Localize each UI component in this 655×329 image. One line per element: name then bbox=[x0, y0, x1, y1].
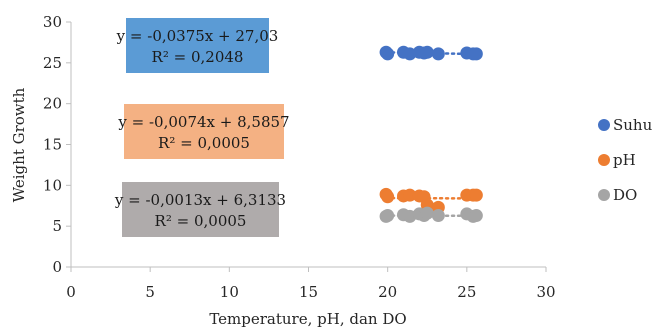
x-axis-title: Temperature, pH, dan DO bbox=[209, 310, 406, 328]
data-point-ph bbox=[403, 188, 417, 202]
legend-label-ph: pH bbox=[613, 151, 636, 169]
trendline-equations: y = -0,0375x + 27,03 R² = 0,2048 y = -0,00… bbox=[114, 18, 290, 237]
x-tick-label: 0 bbox=[66, 283, 76, 301]
data-point-ph bbox=[381, 190, 395, 204]
x-tick-label: 15 bbox=[299, 283, 318, 301]
data-points bbox=[379, 45, 483, 223]
y-tick-label: 25 bbox=[43, 54, 62, 72]
data-point-do bbox=[469, 209, 483, 223]
equation-box-do bbox=[122, 182, 279, 237]
trendline-equation: y = -0,0375x + 27,03 bbox=[116, 27, 279, 45]
y-tick-label: 0 bbox=[52, 258, 62, 276]
data-point-ph bbox=[469, 188, 483, 202]
data-point-do bbox=[431, 209, 445, 223]
equation-box-ph bbox=[124, 104, 284, 159]
r-squared-label: R² = 0,0005 bbox=[155, 212, 247, 230]
y-tick-label: 30 bbox=[43, 13, 62, 31]
r-squared-label: R² = 0,2048 bbox=[152, 48, 244, 66]
data-point-do bbox=[420, 206, 434, 220]
legend-marker-do bbox=[598, 189, 610, 201]
data-point-suhu bbox=[381, 47, 395, 61]
y-axis-title: Weight Growth bbox=[10, 87, 28, 202]
x-tick-label: 25 bbox=[457, 283, 476, 301]
data-point-do bbox=[381, 209, 395, 223]
x-tick-label: 30 bbox=[536, 283, 555, 301]
legend-marker-suhu bbox=[598, 119, 610, 131]
legend-label-do: DO bbox=[613, 186, 637, 204]
legend: Suhu pH DO bbox=[598, 116, 653, 204]
y-tick-label: 5 bbox=[52, 217, 62, 235]
x-tick-label: 5 bbox=[145, 283, 155, 301]
y-tick-label: 20 bbox=[43, 95, 62, 113]
data-point-suhu bbox=[431, 47, 445, 61]
legend-marker-ph bbox=[598, 154, 610, 166]
data-point-suhu bbox=[469, 47, 483, 61]
x-tick-label: 10 bbox=[220, 283, 239, 301]
equation-box-suhu bbox=[126, 18, 269, 73]
trendline-equation: y = -0,0074x + 8,5857 bbox=[117, 113, 289, 131]
legend-label-suhu: Suhu bbox=[613, 116, 653, 134]
x-tick-label: 20 bbox=[378, 283, 397, 301]
r-squared-label: R² = 0,0005 bbox=[158, 134, 250, 152]
axes: 0 5 10 15 20 25 30 0 5 10 15 20 25 30 bbox=[43, 13, 556, 301]
y-tick-label: 10 bbox=[43, 176, 62, 194]
trendline-equation: y = -0,0013x + 6,3133 bbox=[114, 191, 286, 209]
data-point-suhu bbox=[420, 45, 434, 59]
y-tick-label: 15 bbox=[43, 136, 62, 154]
